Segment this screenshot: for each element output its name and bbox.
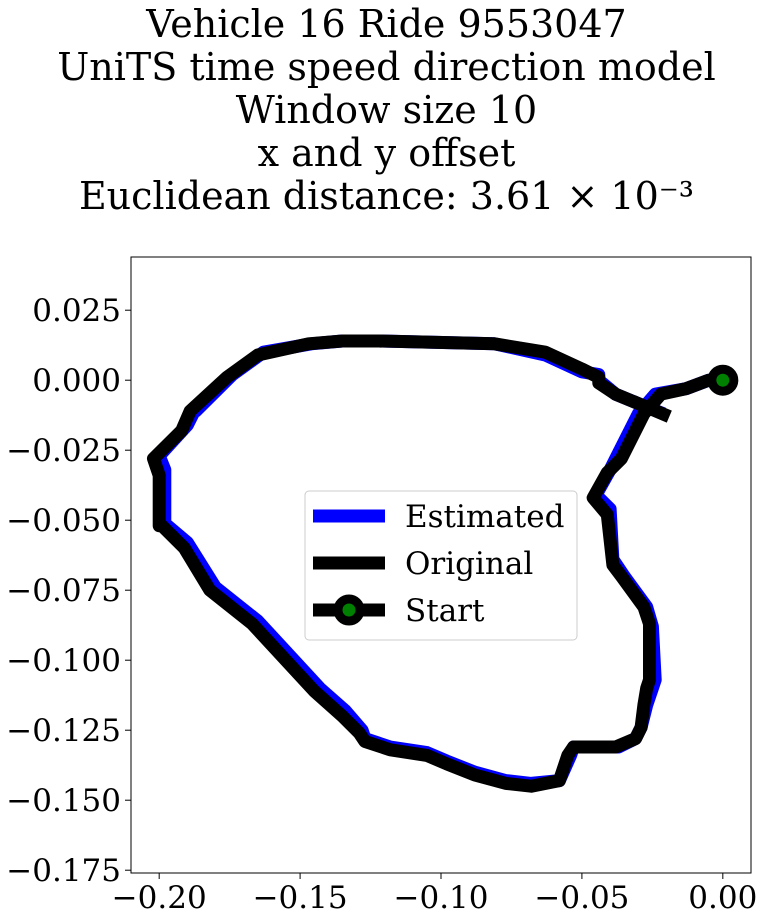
x-tick-label: −0.20 — [112, 880, 207, 916]
legend-label-start: Start — [405, 593, 485, 629]
chart-title-line-5: Euclidean distance: 3.61 × 10⁻³ — [78, 174, 695, 218]
x-tick-label: 0.00 — [688, 880, 757, 916]
y-tick-label: −0.100 — [6, 643, 121, 679]
start-marker — [707, 364, 739, 396]
series-line-original — [147, 334, 723, 793]
y-tick-label: −0.050 — [6, 503, 121, 539]
y-tick-label: −0.175 — [6, 853, 121, 889]
x-tick-label: −0.15 — [253, 880, 348, 916]
legend-label-estimated: Estimated — [405, 499, 564, 535]
y-tick-label: −0.075 — [6, 573, 121, 609]
chart-title-line-4: x and y offset — [257, 131, 516, 175]
chart-title-line-1: Vehicle 16 Ride 9553047 — [146, 2, 627, 46]
y-tick-label: 0.025 — [32, 293, 121, 329]
x-tick-label: −0.10 — [394, 880, 489, 916]
legend-start-marker — [333, 594, 365, 626]
legend-box — [304, 490, 578, 641]
y-tick-label: −0.025 — [6, 433, 121, 469]
chart-title-line-2: UniTS time speed direction model — [57, 45, 716, 89]
chart-title-line-3: Window size 10 — [235, 88, 538, 132]
legend-label-original: Original — [405, 546, 533, 582]
x-tick-label: −0.05 — [534, 880, 629, 916]
y-tick-label: 0.000 — [32, 363, 121, 399]
y-tick-label: −0.125 — [6, 713, 121, 749]
y-tick-label: −0.150 — [6, 783, 121, 819]
